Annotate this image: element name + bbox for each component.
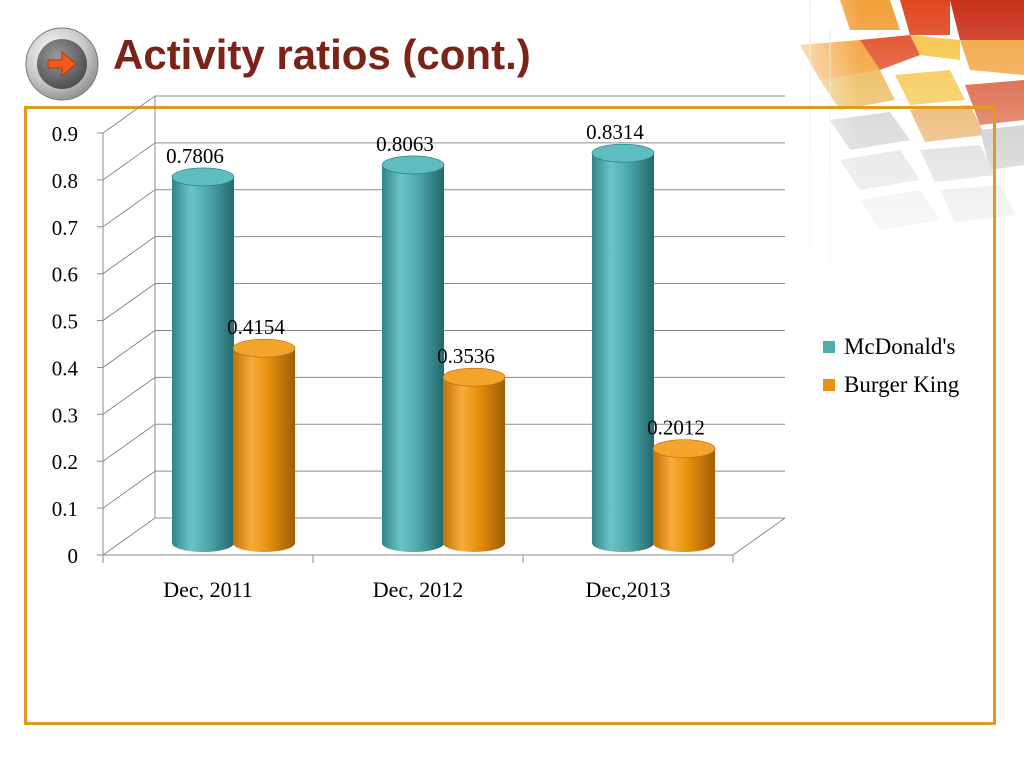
bar: [232, 338, 296, 552]
gridline-side: [102, 142, 156, 181]
data-label: 0.4154: [227, 315, 285, 339]
x-tick-label: Dec, 2011: [163, 577, 253, 602]
legend-item: McDonald's: [823, 328, 959, 366]
bar-body: [172, 176, 234, 552]
gridline-side: [102, 330, 156, 368]
y-tick-label: 0.4: [52, 356, 79, 380]
bar-cap: [171, 167, 235, 187]
bar: [381, 155, 445, 553]
bar-body: [382, 164, 444, 553]
legend-swatch-burger-king: [823, 379, 835, 391]
gridline-side: [102, 95, 156, 134]
bar: [591, 143, 655, 552]
legend-swatch-mcdonalds: [823, 341, 835, 353]
data-label: 0.3536: [437, 344, 495, 368]
slide-title: Activity ratios (cont.): [113, 31, 531, 78]
data-label: 0.8063: [376, 132, 434, 156]
bar-cap: [652, 439, 716, 458]
bar-body: [233, 348, 295, 552]
bar-body: [592, 153, 654, 552]
y-tick-label: 0.7: [52, 216, 78, 240]
bar-cap: [591, 143, 655, 163]
bar-body: [443, 377, 505, 552]
arrow-right-circle-icon[interactable]: [22, 24, 102, 104]
bar: [652, 439, 716, 552]
data-label: 0.2012: [647, 416, 705, 440]
data-label: 0.8314: [586, 120, 644, 144]
decorative-blocks-image: [800, 0, 1024, 300]
y-tick-label: 0: [68, 544, 79, 568]
gridline-side: [102, 376, 156, 415]
y-tick-label: 0.2: [52, 450, 78, 474]
bar-cap: [442, 367, 506, 387]
bar-cap: [232, 338, 296, 358]
bar-body: [653, 448, 715, 552]
x-tick-label: Dec,2013: [586, 577, 671, 602]
chart-frame: [24, 106, 996, 725]
y-tick-label: 0.3: [52, 403, 78, 427]
gridline-side: [102, 517, 156, 556]
gridline-side: [102, 470, 156, 509]
bar: [442, 367, 506, 552]
gridline-side: [102, 189, 156, 228]
floor-edge: [732, 517, 786, 556]
legend-item: Burger King: [823, 366, 959, 404]
y-tick-label: 0.5: [52, 310, 78, 334]
bar-cap: [381, 155, 445, 175]
chart-legend: McDonald's Burger King: [823, 328, 959, 404]
y-tick-label: 0.6: [52, 263, 78, 287]
gridline-side: [102, 236, 156, 275]
legend-label: McDonald's: [844, 334, 956, 359]
gridline-side: [102, 283, 156, 321]
y-tick-label: 0.1: [52, 497, 78, 521]
y-tick-label: 0.8: [52, 169, 78, 193]
data-label: 0.7806: [166, 144, 224, 168]
x-tick-label: Dec, 2012: [373, 577, 463, 602]
bar: [171, 167, 235, 552]
y-tick-label: 0.9: [52, 122, 78, 146]
gridline-side: [102, 423, 156, 462]
legend-label: Burger King: [844, 372, 960, 397]
